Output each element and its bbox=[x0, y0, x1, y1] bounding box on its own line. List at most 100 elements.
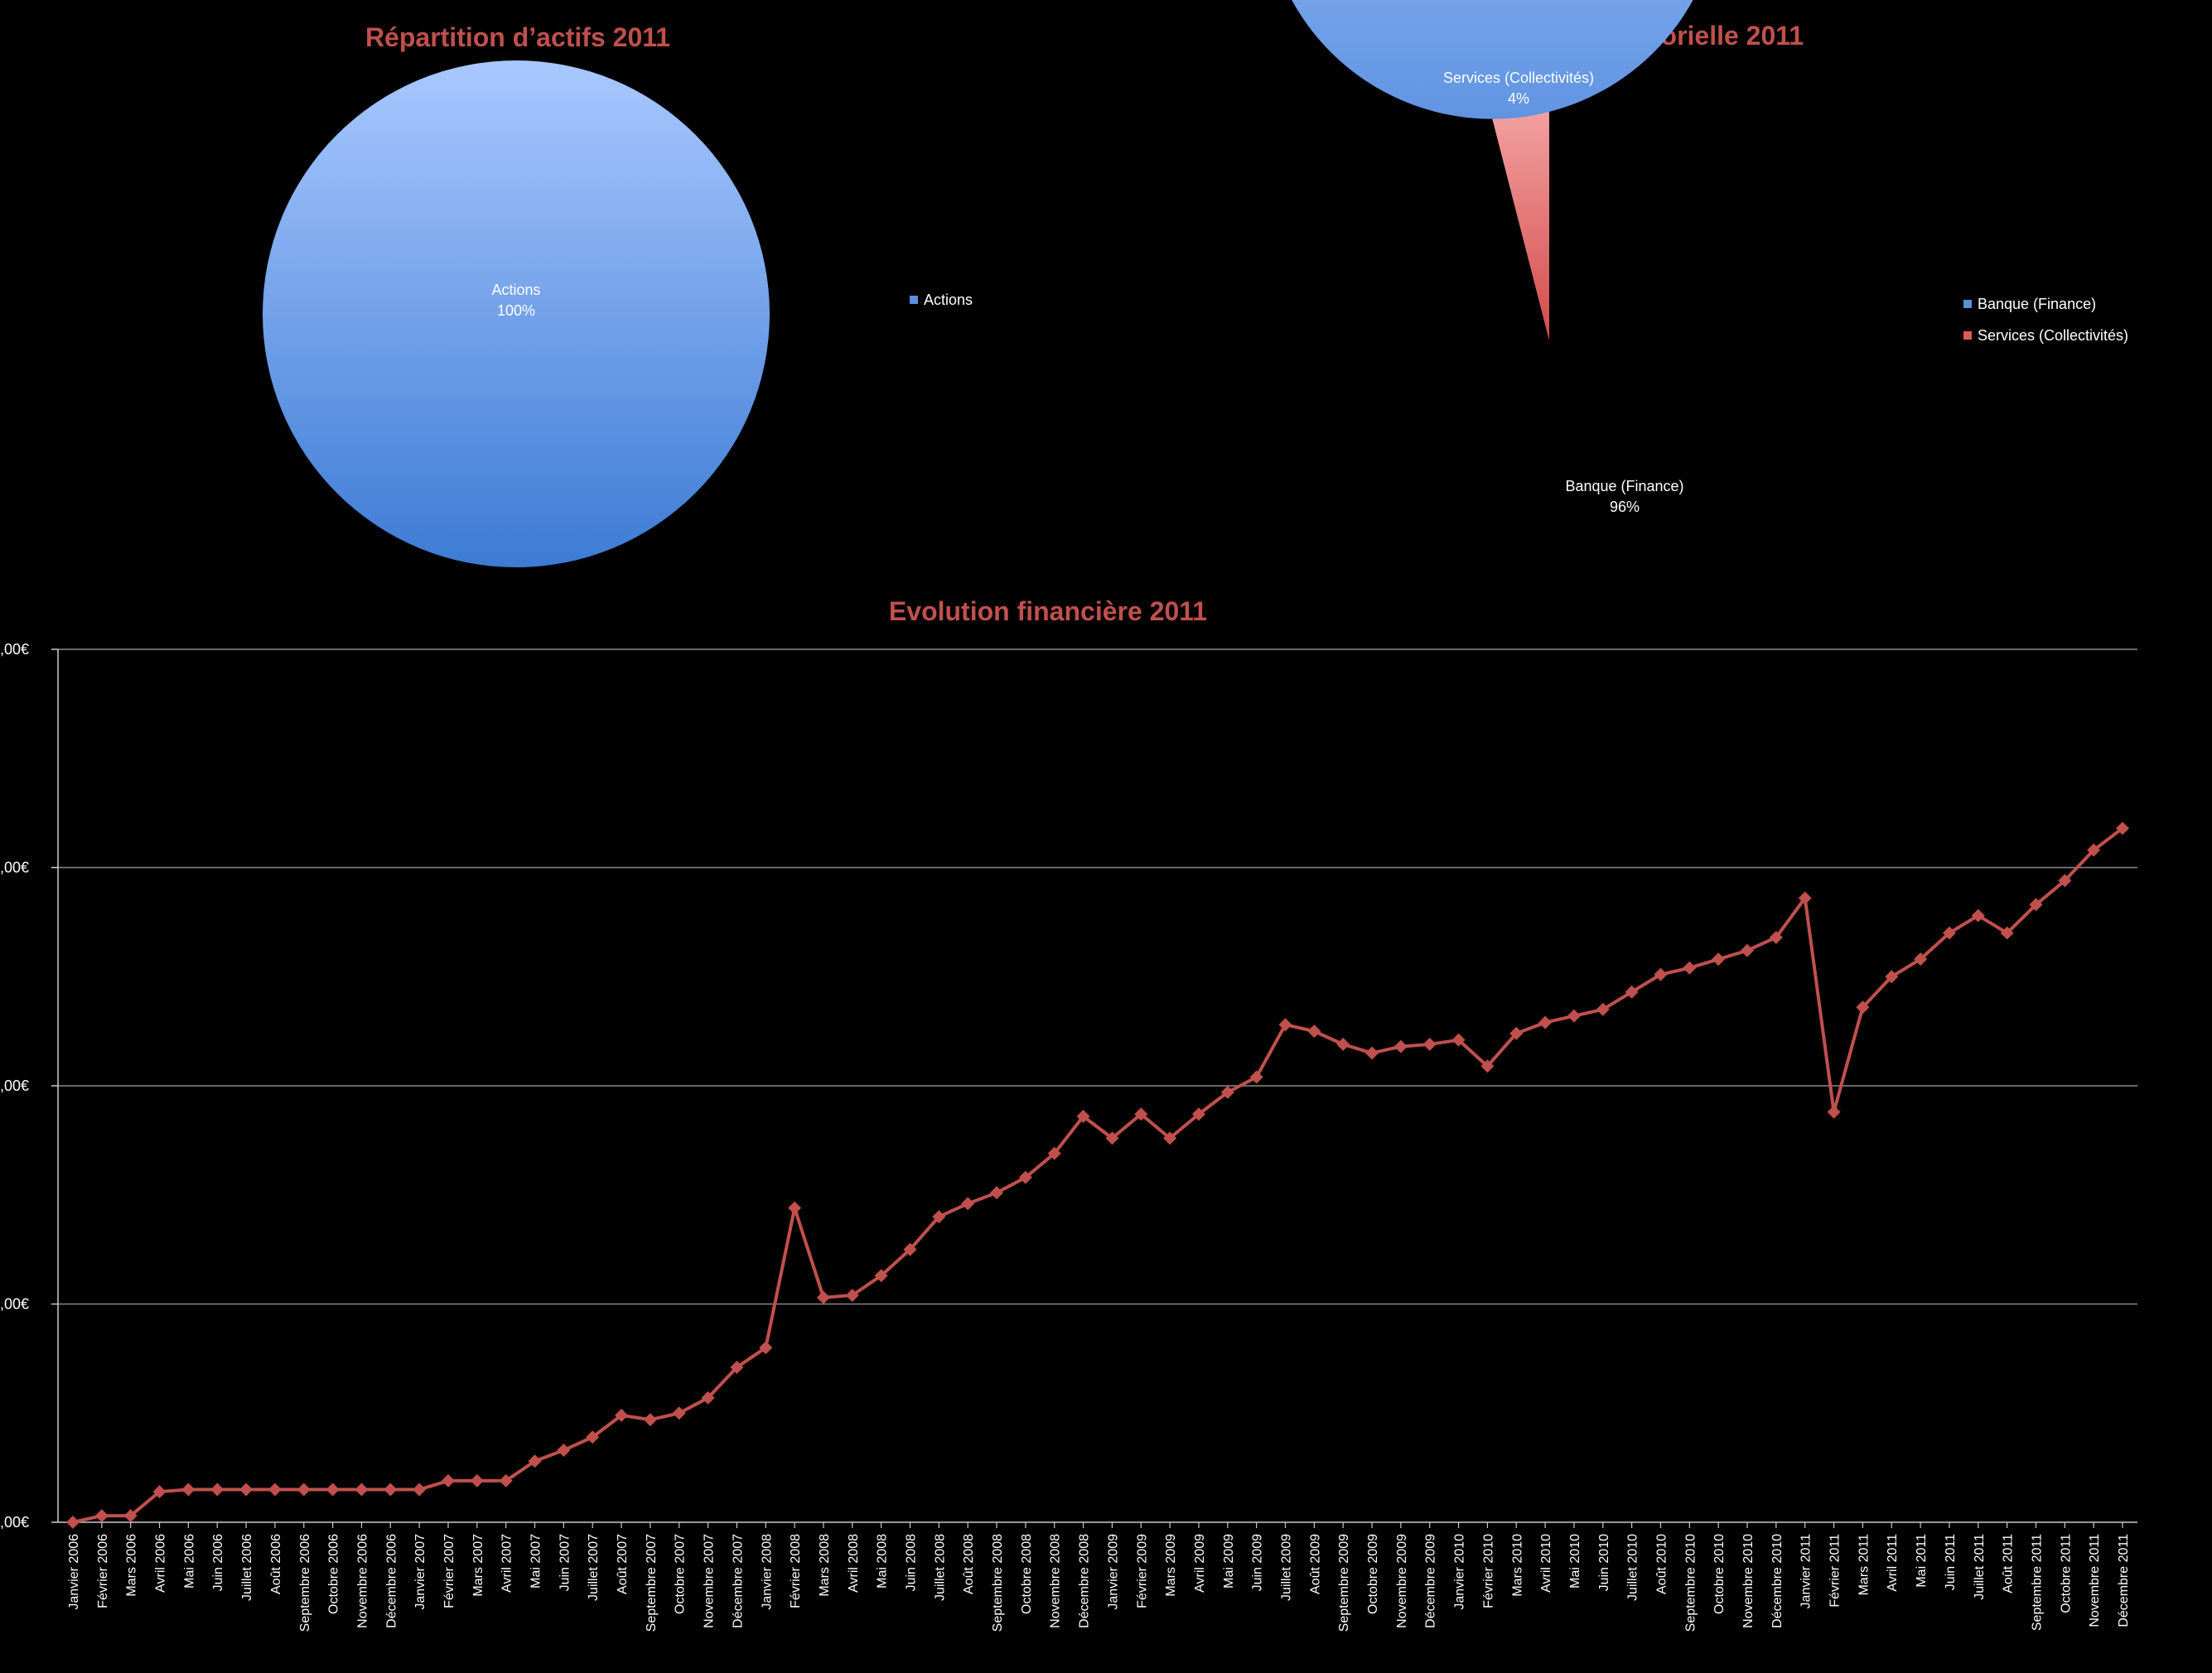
x-tick-label-65: Juin 2011 bbox=[1944, 1534, 1958, 1590]
pie2-slice-label-1: Services (Collectivités) bbox=[1443, 70, 1594, 86]
data-point-66 bbox=[1971, 909, 1985, 923]
x-tick-label-42: Juillet 2009 bbox=[1279, 1534, 1293, 1601]
x-tick-label-32: Septembre 2008 bbox=[991, 1534, 1005, 1632]
data-point-15 bbox=[499, 1473, 513, 1487]
data-point-17 bbox=[557, 1444, 571, 1458]
x-tick-label-18: Juillet 2007 bbox=[587, 1534, 601, 1601]
pie1-slice-0 bbox=[263, 60, 770, 567]
data-point-65 bbox=[1942, 926, 1956, 940]
pie1-labels: Actions 100% bbox=[491, 282, 540, 319]
x-tick-label-9: Octobre 2006 bbox=[327, 1534, 341, 1614]
y-tick-label-1: ,00€ bbox=[0, 1296, 29, 1313]
x-tick-label-21: Octobre 2007 bbox=[674, 1534, 688, 1614]
data-point-71 bbox=[2116, 822, 2129, 836]
data-point-12 bbox=[413, 1483, 427, 1497]
data-point-25 bbox=[788, 1201, 802, 1215]
data-point-4 bbox=[181, 1483, 196, 1497]
x-tick-label-68: Septembre 2011 bbox=[2030, 1534, 2044, 1631]
data-point-37 bbox=[1134, 1107, 1148, 1121]
pie2-slice-label-0: Banque (Finance) bbox=[1565, 478, 1683, 494]
x-tick-label-36: Janvier 2009 bbox=[1106, 1534, 1120, 1610]
data-point-48 bbox=[1451, 1033, 1466, 1047]
data-point-16 bbox=[528, 1454, 542, 1468]
x-tick-label-62: Mars 2011 bbox=[1857, 1534, 1871, 1596]
x-tick-label-43: Août 2009 bbox=[1308, 1534, 1322, 1594]
x-tick-label-56: Septembre 2010 bbox=[1683, 1534, 1698, 1632]
pie1-legend-swatch-0 bbox=[910, 296, 918, 304]
x-tick-label-47: Décembre 2009 bbox=[1424, 1534, 1438, 1628]
y-tick-label-3: ,00€ bbox=[0, 860, 29, 876]
data-point-3 bbox=[152, 1485, 167, 1499]
pie2-legend-label-1: Services (Collectivités) bbox=[1978, 327, 2128, 344]
data-point-31 bbox=[961, 1197, 975, 1211]
x-tick-label-49: Février 2010 bbox=[1481, 1534, 1495, 1608]
x-tick-label-58: Novembre 2010 bbox=[1741, 1534, 1756, 1628]
x-tick-label-46: Novembre 2009 bbox=[1395, 1534, 1409, 1628]
data-point-57 bbox=[1712, 952, 1726, 967]
data-point-60 bbox=[1798, 891, 1812, 905]
x-tick-label-39: Avril 2009 bbox=[1193, 1534, 1207, 1593]
pie1-legend-label-0: Actions bbox=[924, 292, 973, 308]
data-point-24 bbox=[759, 1341, 773, 1355]
data-point-30 bbox=[932, 1210, 946, 1224]
pie2-slices bbox=[1292, 0, 1693, 340]
x-tick-label-54: Juillet 2010 bbox=[1626, 1534, 1640, 1601]
data-point-59 bbox=[1769, 930, 1783, 944]
data-point-5 bbox=[210, 1483, 225, 1497]
y-tick-label-0: ,00€ bbox=[0, 1514, 29, 1531]
data-point-36 bbox=[1105, 1131, 1119, 1145]
data-point-56 bbox=[1683, 961, 1697, 975]
x-tick-label-35: Décembre 2008 bbox=[1078, 1534, 1092, 1628]
data-point-33 bbox=[1018, 1170, 1032, 1184]
x-tick-label-33: Octobre 2008 bbox=[1020, 1534, 1034, 1614]
pie1-slices bbox=[263, 60, 770, 567]
data-point-40 bbox=[1220, 1085, 1234, 1099]
x-tick-label-27: Avril 2008 bbox=[847, 1534, 861, 1593]
pie2-slice-percent-0: 96% bbox=[1610, 499, 1640, 515]
data-point-19 bbox=[615, 1408, 629, 1422]
x-tick-label-30: Juillet 2008 bbox=[933, 1534, 947, 1601]
x-tick-label-48: Janvier 2010 bbox=[1453, 1534, 1467, 1610]
x-tick-label-1: Février 2006 bbox=[96, 1534, 110, 1608]
x-tick-label-14: Mars 2007 bbox=[471, 1534, 485, 1597]
x-tick-label-57: Octobre 2010 bbox=[1712, 1534, 1727, 1614]
data-point-11 bbox=[384, 1483, 398, 1497]
data-point-0 bbox=[66, 1516, 80, 1529]
data-point-70 bbox=[2087, 843, 2101, 857]
x-tick-label-8: Septembre 2006 bbox=[298, 1534, 312, 1632]
x-tick-label-66: Juillet 2011 bbox=[1973, 1534, 1987, 1600]
x-tick-label-60: Janvier 2011 bbox=[1799, 1534, 1814, 1609]
data-point-18 bbox=[586, 1430, 600, 1444]
pie1-title: Répartition d’actifs 2011 bbox=[365, 22, 670, 52]
x-tick-label-69: Octobre 2011 bbox=[2059, 1534, 2073, 1613]
x-tick-label-31: Août 2008 bbox=[962, 1534, 976, 1594]
x-tick-label-70: Novembre 2011 bbox=[2088, 1534, 2102, 1627]
data-point-23 bbox=[730, 1360, 744, 1374]
x-tick-label-4: Mai 2006 bbox=[182, 1534, 196, 1589]
data-point-22 bbox=[701, 1391, 715, 1405]
data-point-69 bbox=[2058, 874, 2072, 888]
pie2-slice-percent-1: 4% bbox=[1508, 90, 1529, 107]
data-point-28 bbox=[874, 1269, 888, 1283]
data-point-10 bbox=[355, 1483, 369, 1497]
line-chart-y-ticks: ,00€ ,00€ ,00€ ,00€ ,00€ bbox=[0, 641, 58, 1531]
x-tick-label-44: Septembre 2009 bbox=[1337, 1534, 1351, 1632]
x-tick-label-0: Janvier 2006 bbox=[67, 1534, 81, 1610]
y-tick-label-4: ,00€ bbox=[0, 641, 29, 658]
x-tick-label-40: Mai 2009 bbox=[1222, 1534, 1236, 1589]
data-point-54 bbox=[1625, 985, 1639, 999]
data-point-29 bbox=[903, 1242, 917, 1256]
x-tick-label-15: Avril 2007 bbox=[500, 1534, 514, 1593]
pie-chart-sector-allocation: Allocation sectorielle 2011 Banque (Fina… bbox=[1292, 0, 2128, 515]
data-point-51 bbox=[1538, 1015, 1553, 1029]
data-point-49 bbox=[1480, 1059, 1495, 1073]
x-tick-label-64: Mai 2011 bbox=[1915, 1534, 1929, 1588]
line-chart-axes bbox=[57, 649, 2137, 1523]
data-point-62 bbox=[1856, 1000, 1870, 1015]
pie2-legend: Banque (Finance) Services (Collectivités) bbox=[1963, 296, 2128, 344]
data-point-42 bbox=[1278, 1018, 1292, 1032]
x-tick-label-53: Juin 2010 bbox=[1597, 1534, 1611, 1591]
x-tick-label-16: Mai 2007 bbox=[529, 1534, 543, 1589]
data-point-52 bbox=[1567, 1009, 1581, 1023]
